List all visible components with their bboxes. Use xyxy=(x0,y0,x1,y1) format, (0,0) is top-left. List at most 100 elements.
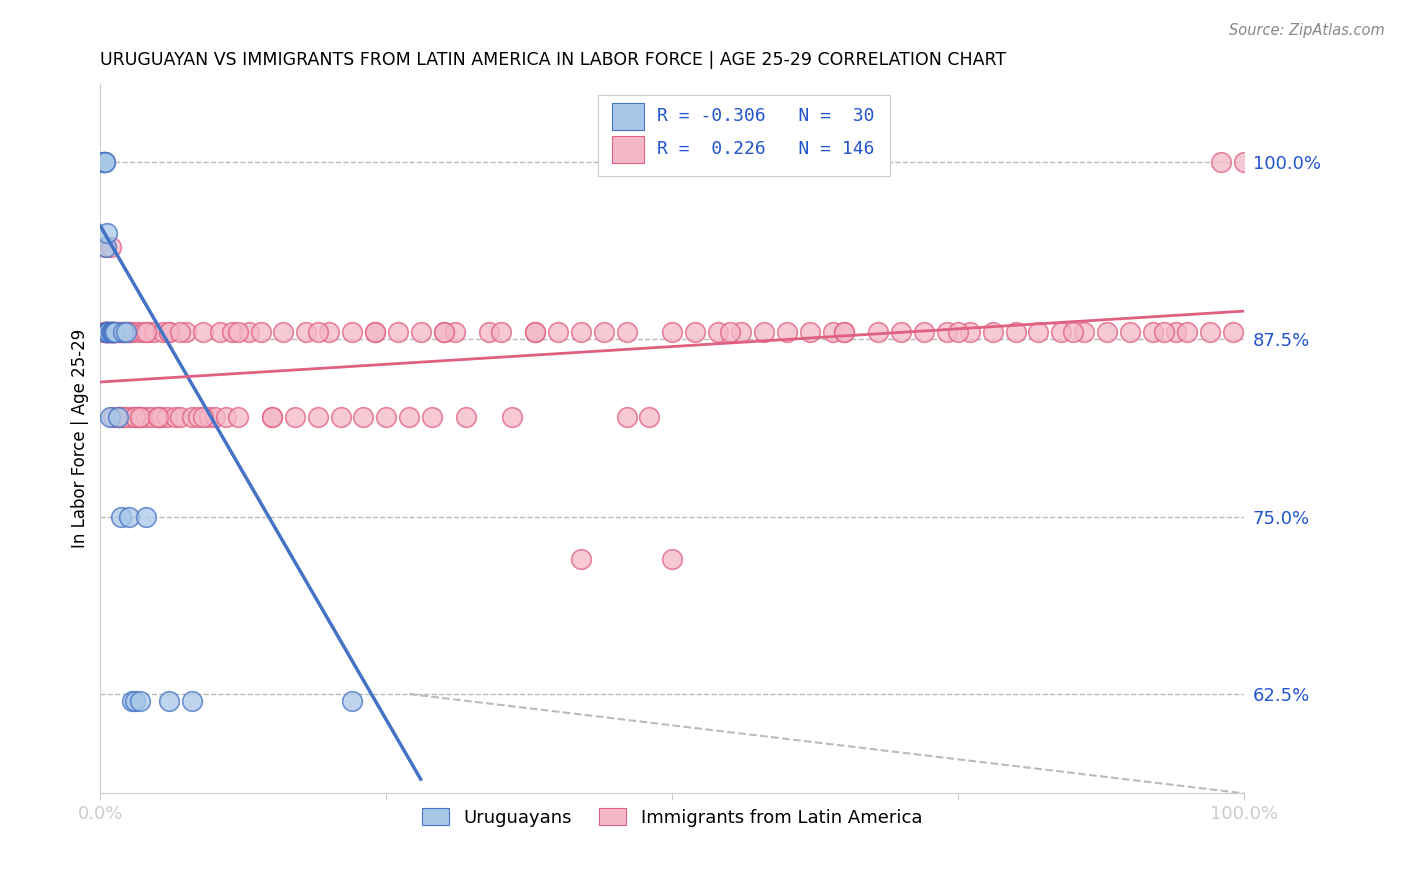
Point xyxy=(96,326,118,340)
Point xyxy=(683,326,706,340)
Point xyxy=(1073,326,1095,340)
Point xyxy=(616,410,638,425)
Point xyxy=(1211,155,1233,169)
Point xyxy=(489,326,512,340)
Point xyxy=(340,326,363,340)
Point xyxy=(94,326,117,340)
Point xyxy=(444,326,467,340)
Point xyxy=(110,509,132,524)
Point xyxy=(143,326,166,340)
Point xyxy=(912,326,935,340)
Point xyxy=(124,694,146,708)
Point xyxy=(730,326,752,340)
Point xyxy=(307,410,329,425)
Point xyxy=(661,552,683,566)
Point xyxy=(868,326,890,340)
Point xyxy=(124,410,146,425)
Point xyxy=(105,326,128,340)
Point xyxy=(799,326,821,340)
Point xyxy=(284,410,307,425)
Point xyxy=(157,326,180,340)
Point xyxy=(112,326,135,340)
Point xyxy=(890,326,912,340)
Point xyxy=(1153,326,1175,340)
Point xyxy=(1028,326,1050,340)
Point xyxy=(1050,326,1073,340)
Point xyxy=(935,326,957,340)
Point xyxy=(114,326,136,340)
Point xyxy=(131,326,153,340)
Point xyxy=(152,326,174,340)
Point xyxy=(981,326,1004,340)
Point xyxy=(398,410,420,425)
Point xyxy=(718,326,741,340)
Point xyxy=(1175,326,1198,340)
Point xyxy=(111,410,134,425)
Point xyxy=(193,326,215,340)
Point xyxy=(821,326,844,340)
Point xyxy=(93,155,115,169)
Point xyxy=(118,326,141,340)
Point xyxy=(118,509,141,524)
Point xyxy=(103,326,125,340)
Point xyxy=(948,326,970,340)
Point xyxy=(187,410,209,425)
Point xyxy=(94,155,117,169)
Point xyxy=(94,326,117,340)
Point xyxy=(98,326,121,340)
Point xyxy=(101,326,124,340)
Point xyxy=(98,326,121,340)
Point xyxy=(221,326,243,340)
Legend: Uruguayans, Immigrants from Latin America: Uruguayans, Immigrants from Latin Americ… xyxy=(415,801,929,834)
Point xyxy=(135,410,157,425)
Point xyxy=(547,326,569,340)
Point xyxy=(104,326,127,340)
Point xyxy=(318,326,340,340)
Point xyxy=(103,326,125,340)
Point xyxy=(776,326,799,340)
Point xyxy=(157,694,180,708)
Point xyxy=(1222,326,1244,340)
Point xyxy=(163,410,186,425)
Point xyxy=(432,326,454,340)
Point xyxy=(456,410,478,425)
Point xyxy=(353,410,375,425)
Point xyxy=(169,410,191,425)
Point xyxy=(118,326,141,340)
Point xyxy=(107,410,129,425)
Point xyxy=(112,410,135,425)
Point xyxy=(114,326,136,340)
Point xyxy=(420,410,443,425)
Point xyxy=(135,326,157,340)
Point xyxy=(180,410,202,425)
Point xyxy=(104,326,127,340)
Point xyxy=(97,326,120,340)
Point xyxy=(569,326,592,340)
Point xyxy=(249,326,271,340)
Point xyxy=(101,326,124,340)
Point xyxy=(661,326,683,340)
Point xyxy=(96,326,118,340)
Point xyxy=(129,410,152,425)
Point xyxy=(93,155,115,169)
Point xyxy=(129,410,152,425)
Point xyxy=(138,326,160,340)
Point xyxy=(101,326,124,340)
FancyBboxPatch shape xyxy=(612,136,644,163)
Text: R =  0.226   N = 146: R = 0.226 N = 146 xyxy=(658,140,875,159)
Point xyxy=(832,326,855,340)
Point xyxy=(375,410,398,425)
Point xyxy=(108,326,131,340)
Point xyxy=(101,326,124,340)
Point xyxy=(107,410,129,425)
Point xyxy=(180,694,202,708)
Point xyxy=(93,326,115,340)
Point xyxy=(94,326,117,340)
Point xyxy=(94,326,117,340)
Point xyxy=(104,326,127,340)
Point xyxy=(156,410,179,425)
Point xyxy=(273,326,295,340)
Point xyxy=(96,326,118,340)
Point xyxy=(329,410,352,425)
Point xyxy=(120,410,142,425)
